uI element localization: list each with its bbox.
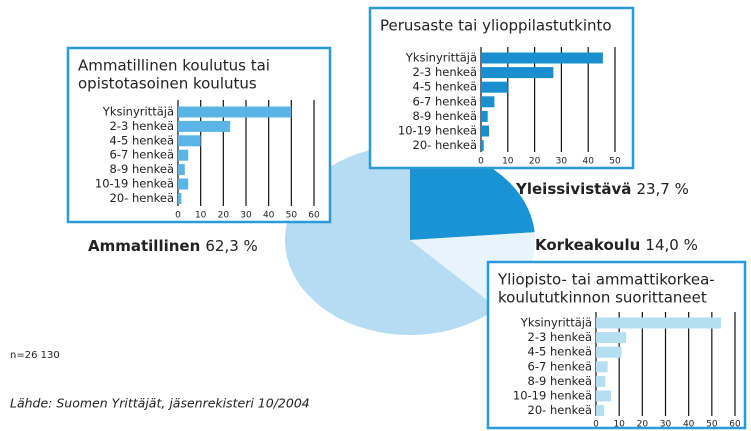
x-tick-label: 30 [660, 420, 672, 430]
bar [178, 192, 182, 204]
category-label: 6-7 henkeä [413, 94, 477, 108]
x-tick-label: 20 [218, 211, 230, 221]
category-label: 4-5 henkeä [413, 80, 477, 94]
category-label: 20- henkeä [413, 138, 477, 152]
pie-label: Yleissivistävä 23,7 % [515, 179, 689, 198]
category-label: 8-9 henkeä [110, 162, 174, 176]
chart-box [486, 260, 747, 430]
x-tick-label: 30 [556, 157, 568, 167]
category-label: 2-3 henkeä [413, 65, 477, 79]
bar [596, 332, 627, 344]
category-label: 4-5 henkeä [528, 345, 592, 359]
pie-value: 62,3 % [205, 237, 257, 255]
category-label: 4-5 henkeä [110, 133, 174, 147]
category-label: 6-7 henkeä [110, 148, 174, 162]
x-tick-label: 0 [478, 157, 484, 167]
x-tick-label: 0 [175, 211, 181, 221]
bar [178, 149, 189, 161]
x-tick-label: 60 [729, 420, 741, 430]
bar [481, 96, 495, 108]
chart-box [66, 46, 332, 224]
category-label: 2-3 henkeä [528, 330, 592, 344]
chart-title: Ammatillinen koulutus tai [78, 57, 270, 75]
x-tick-label: 40 [582, 157, 594, 167]
pie-category: Korkeakoulu [535, 236, 640, 254]
pie-value: 14,0 % [645, 236, 697, 254]
bar [596, 405, 605, 417]
x-tick-label: 50 [286, 211, 298, 221]
x-tick-label: 20 [529, 157, 541, 167]
chart-title: Yliopisto- tai ammattikorkea- [497, 271, 715, 289]
category-label: 10-19 henkeä [513, 389, 592, 403]
x-tick-label: 10 [502, 157, 514, 167]
chart-title: opistotasoinen koulutus [78, 75, 257, 93]
x-tick-label: 0 [593, 420, 599, 430]
bar [178, 164, 185, 176]
x-tick-label: 50 [609, 157, 621, 167]
category-label: Yksinyrittäjä [102, 105, 174, 119]
chart-title: Perusaste tai ylioppilastutkinto [380, 17, 612, 35]
x-tick-label: 60 [308, 211, 320, 221]
pie-value: 23,7 % [636, 180, 688, 198]
category-label: 8-9 henkeä [413, 109, 477, 123]
category-label: Yksinyrittäjä [405, 51, 477, 65]
bar [178, 135, 201, 147]
x-tick-label: 10 [195, 211, 207, 221]
bar [596, 317, 722, 329]
x-tick-label: 10 [613, 420, 625, 430]
category-label: 20- henkeä [528, 403, 592, 417]
bar [596, 390, 612, 402]
pie-label: Ammatillinen 62,3 % [88, 236, 258, 255]
bar [178, 120, 231, 132]
category-label: 10-19 henkeä [95, 177, 174, 191]
bar [481, 110, 488, 122]
bar [178, 178, 189, 190]
bar [178, 106, 292, 118]
chart-title: koulututkinnon suorittaneet [498, 289, 707, 307]
category-label: 8-9 henkeä [528, 374, 592, 388]
pie-category: Ammatillinen [88, 237, 200, 255]
bar [481, 67, 554, 79]
x-tick-label: 40 [263, 211, 275, 221]
bar [596, 375, 606, 387]
bar [596, 361, 608, 373]
x-tick-label: 20 [637, 420, 649, 430]
sample-size: n=26 130 [10, 350, 60, 361]
bar [481, 52, 603, 64]
category-label: 20- henkeä [110, 191, 174, 205]
pie-slice [285, 145, 498, 336]
source: Lähde: Suomen Yrittäjät, jäsenrekisteri … [10, 396, 310, 411]
bar [481, 81, 508, 93]
bar [481, 125, 490, 137]
category-label: 10-19 henkeä [398, 124, 477, 138]
x-tick-label: 50 [706, 420, 718, 430]
category-label: 2-3 henkeä [110, 119, 174, 133]
x-tick-label: 30 [240, 211, 252, 221]
x-tick-label: 40 [683, 420, 695, 430]
category-label: Yksinyrittäjä [520, 316, 592, 330]
bar [481, 140, 484, 152]
pie-label: Korkeakoulu 14,0 % [535, 235, 698, 254]
pie-category: Yleissivistävä [515, 180, 631, 198]
category-label: 6-7 henkeä [528, 359, 592, 373]
bar [596, 346, 622, 358]
